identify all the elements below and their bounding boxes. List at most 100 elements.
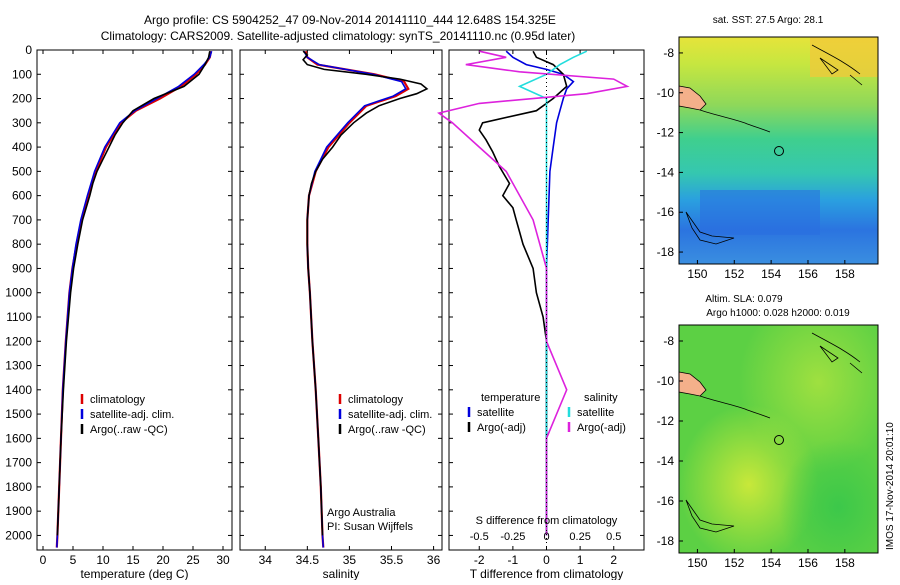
differences-x-tick-label: 2 <box>610 553 617 567</box>
depth-tick-label: 1100 <box>6 310 32 324</box>
diff-top-tick-label: -0.5 <box>470 531 489 543</box>
depth-tick-label: 1000 <box>5 286 32 300</box>
depth-tick-label: 800 <box>12 237 32 251</box>
sst-warm-patch <box>810 37 878 77</box>
sla-coastline-island-chain <box>699 395 771 419</box>
legend-label: climatology <box>90 394 146 406</box>
depth-tick-label: 2000 <box>5 528 32 542</box>
depth-tick-label: 300 <box>12 116 32 130</box>
legend-label: Argo(..raw -QC) <box>90 424 168 436</box>
depth-tick-label: 700 <box>12 213 32 227</box>
map-lon-tick-label: 156 <box>798 556 818 570</box>
map-lon-tick-label: 156 <box>798 267 818 281</box>
depth-tick-label: 900 <box>12 261 32 275</box>
diff-top-tick-label: 0.5 <box>606 531 621 543</box>
sst-map-title: sat. SST: 27.5 Argo: 28.1 <box>713 15 824 26</box>
map-lon-tick-label: 154 <box>761 556 781 570</box>
map-lat-tick-label: -18 <box>657 245 675 259</box>
salinity-x-tick-label: 34.5 <box>296 553 320 567</box>
sst-coastline-island-chain <box>699 109 771 133</box>
map-lat-tick-label: -18 <box>657 534 675 548</box>
series-line-temperature-argo-adj- <box>478 50 568 536</box>
differences-x-tick-label: -2 <box>474 553 485 567</box>
depth-tick-label: 1800 <box>5 480 32 494</box>
salinity-frame <box>239 49 443 551</box>
sst-map-panel: sat. SST: 27.5 Argo: 28.1 150 152 154 156 15… <box>657 15 879 281</box>
legend-label: satellite-adj. clim. <box>348 409 432 421</box>
map-lat-tick-label: -16 <box>657 494 675 508</box>
depth-tick-label: 1600 <box>5 431 32 445</box>
sst-argo-location-marker <box>774 146 784 156</box>
differences-x-tick-label: 0 <box>543 553 550 567</box>
depth-tick-label: 100 <box>12 67 32 81</box>
difference-panel: -2 -1 0 1 2T difference from climatology temp… <box>437 49 645 581</box>
series-line-argo-raw-qc- <box>302 50 429 536</box>
differences-x-tick-label: -1 <box>508 553 519 567</box>
figure-title-line1: Argo profile: CS 5904252_47 09-Nov-2014 … <box>144 13 556 27</box>
legend-label: Argo(-adj) <box>477 422 526 434</box>
map-lat-tick-label: -12 <box>657 414 675 428</box>
sla-landmass-new-guinea <box>678 371 707 397</box>
map-lat-tick-label: -8 <box>663 46 674 60</box>
map-lat-tick-label: -16 <box>657 205 675 219</box>
temperature-x-tick-label: 25 <box>186 553 200 567</box>
sla-map-frame <box>678 324 879 554</box>
temperature-x-tick-label: 0 <box>40 553 47 567</box>
map-lon-tick-label: 158 <box>835 267 855 281</box>
differences-xlabel: T difference from climatology <box>470 567 624 580</box>
map-lat-tick-label: -10 <box>657 374 675 388</box>
imos-timestamp: IMOS 17-Nov-2014 20:01:10 <box>885 422 896 550</box>
differences-x-tick-label: 1 <box>577 553 584 567</box>
series-line-salinity-argo-adj- <box>437 50 630 536</box>
sla-coastline-east <box>811 332 863 374</box>
sla-map-panel: Altim. SLA: 0.079 Argo h1000: 0.028 h200… <box>657 294 879 570</box>
depth-tick-label: 1500 <box>5 407 32 421</box>
temperature-x-tick-label: 15 <box>126 553 140 567</box>
sla-coastline-reef <box>685 499 735 533</box>
legend-label: satellite <box>577 407 614 419</box>
map-lat-tick-label: -10 <box>657 86 675 100</box>
sst-coastline-east <box>811 44 863 86</box>
depth-tick-label: 400 <box>12 140 32 154</box>
diff-top-tick-label: -0.25 <box>500 531 525 543</box>
salinity-annotation: PI: Susan Wijffels <box>327 521 413 533</box>
temperature-panel: 0100200300400500600700800900100011001200… <box>5 43 233 581</box>
diff-top-tick-label: 0 <box>543 531 549 543</box>
salinity-x-tick-label: 35.5 <box>380 553 404 567</box>
sla-map-title-line1: Altim. SLA: 0.079 <box>705 294 783 305</box>
map-lat-tick-label: -14 <box>657 165 675 179</box>
sst-landmass-new-guinea <box>678 85 707 111</box>
map-lon-tick-label: 150 <box>687 556 707 570</box>
map-lat-tick-label: -12 <box>657 126 675 140</box>
map-lon-tick-label: 152 <box>724 556 744 570</box>
diff-top-tick-label: 0.25 <box>569 531 590 543</box>
salinity-xlabel: salinity <box>323 567 360 580</box>
depth-tick-label: 200 <box>12 92 32 106</box>
map-lon-tick-label: 154 <box>761 267 781 281</box>
series-line-climatology <box>55 50 213 548</box>
depth-tick-label: 1200 <box>5 334 32 348</box>
depth-tick-label: 1700 <box>5 456 32 470</box>
map-lat-tick-label: -14 <box>657 454 675 468</box>
series-line-temperature-satellite <box>505 50 575 536</box>
legend-label: satellite <box>477 407 514 419</box>
depth-tick-label: 1900 <box>5 504 32 518</box>
diff-legend-heading: temperature <box>481 392 540 404</box>
legend-label: Argo(-adj) <box>577 422 626 434</box>
series-line-satellite-adj-clim- <box>56 50 213 548</box>
depth-tick-label: 0 <box>25 43 32 57</box>
temperature-x-tick-label: 30 <box>216 553 230 567</box>
sst-coastline-reef <box>685 211 735 245</box>
temperature-xlabel: temperature (deg C) <box>80 567 188 580</box>
temperature-x-tick-label: 10 <box>96 553 110 567</box>
salinity-x-tick-label: 34 <box>259 553 273 567</box>
figure-title-line2: Climatology: CARS2009. Satellite-adjuste… <box>101 29 575 43</box>
sla-argo-location-marker <box>774 435 784 445</box>
sst-cool-patch <box>700 190 820 235</box>
depth-tick-label: 600 <box>12 189 32 203</box>
series-line-salinity-satellite <box>517 50 588 536</box>
series-line-argo-raw-qc- <box>56 51 211 536</box>
series-line-climatology <box>304 50 410 548</box>
sla-glow-east <box>679 325 878 553</box>
